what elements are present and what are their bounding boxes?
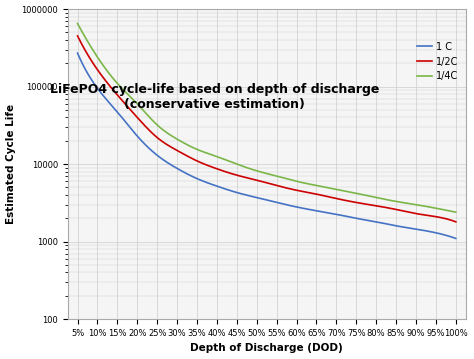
1 C	[299, 206, 304, 210]
1 C	[76, 54, 82, 58]
1 C	[75, 51, 81, 55]
1/2C	[306, 191, 312, 195]
1/4C	[306, 182, 312, 186]
1/4C	[418, 203, 423, 208]
1/4C	[453, 210, 459, 214]
1 C	[393, 224, 399, 228]
1/2C	[418, 212, 423, 216]
Line: 1 C: 1 C	[78, 53, 456, 238]
Text: LiFePO4 cycle-life based on depth of discharge
(conservative estimation): LiFePO4 cycle-life based on depth of dis…	[50, 84, 380, 112]
1/2C	[393, 208, 399, 212]
1/4C	[299, 180, 304, 185]
1/2C	[75, 34, 81, 38]
Line: 1/4C: 1/4C	[78, 24, 456, 212]
1 C	[306, 207, 312, 211]
1/2C	[453, 220, 459, 224]
Y-axis label: Estimated Cycle Life: Estimated Cycle Life	[6, 104, 16, 224]
1/4C	[300, 181, 306, 185]
Line: 1/2C: 1/2C	[78, 36, 456, 222]
X-axis label: Depth of Discharge (DOD): Depth of Discharge (DOD)	[190, 344, 343, 354]
1 C	[300, 206, 306, 210]
Legend: 1 C, 1/2C, 1/4C: 1 C, 1/2C, 1/4C	[414, 39, 461, 84]
1/2C	[76, 36, 82, 41]
1/4C	[76, 24, 82, 28]
1/4C	[75, 22, 81, 26]
1/2C	[300, 189, 306, 194]
1/4C	[393, 199, 399, 204]
1 C	[453, 236, 459, 241]
1/2C	[299, 189, 304, 194]
1 C	[418, 228, 423, 232]
